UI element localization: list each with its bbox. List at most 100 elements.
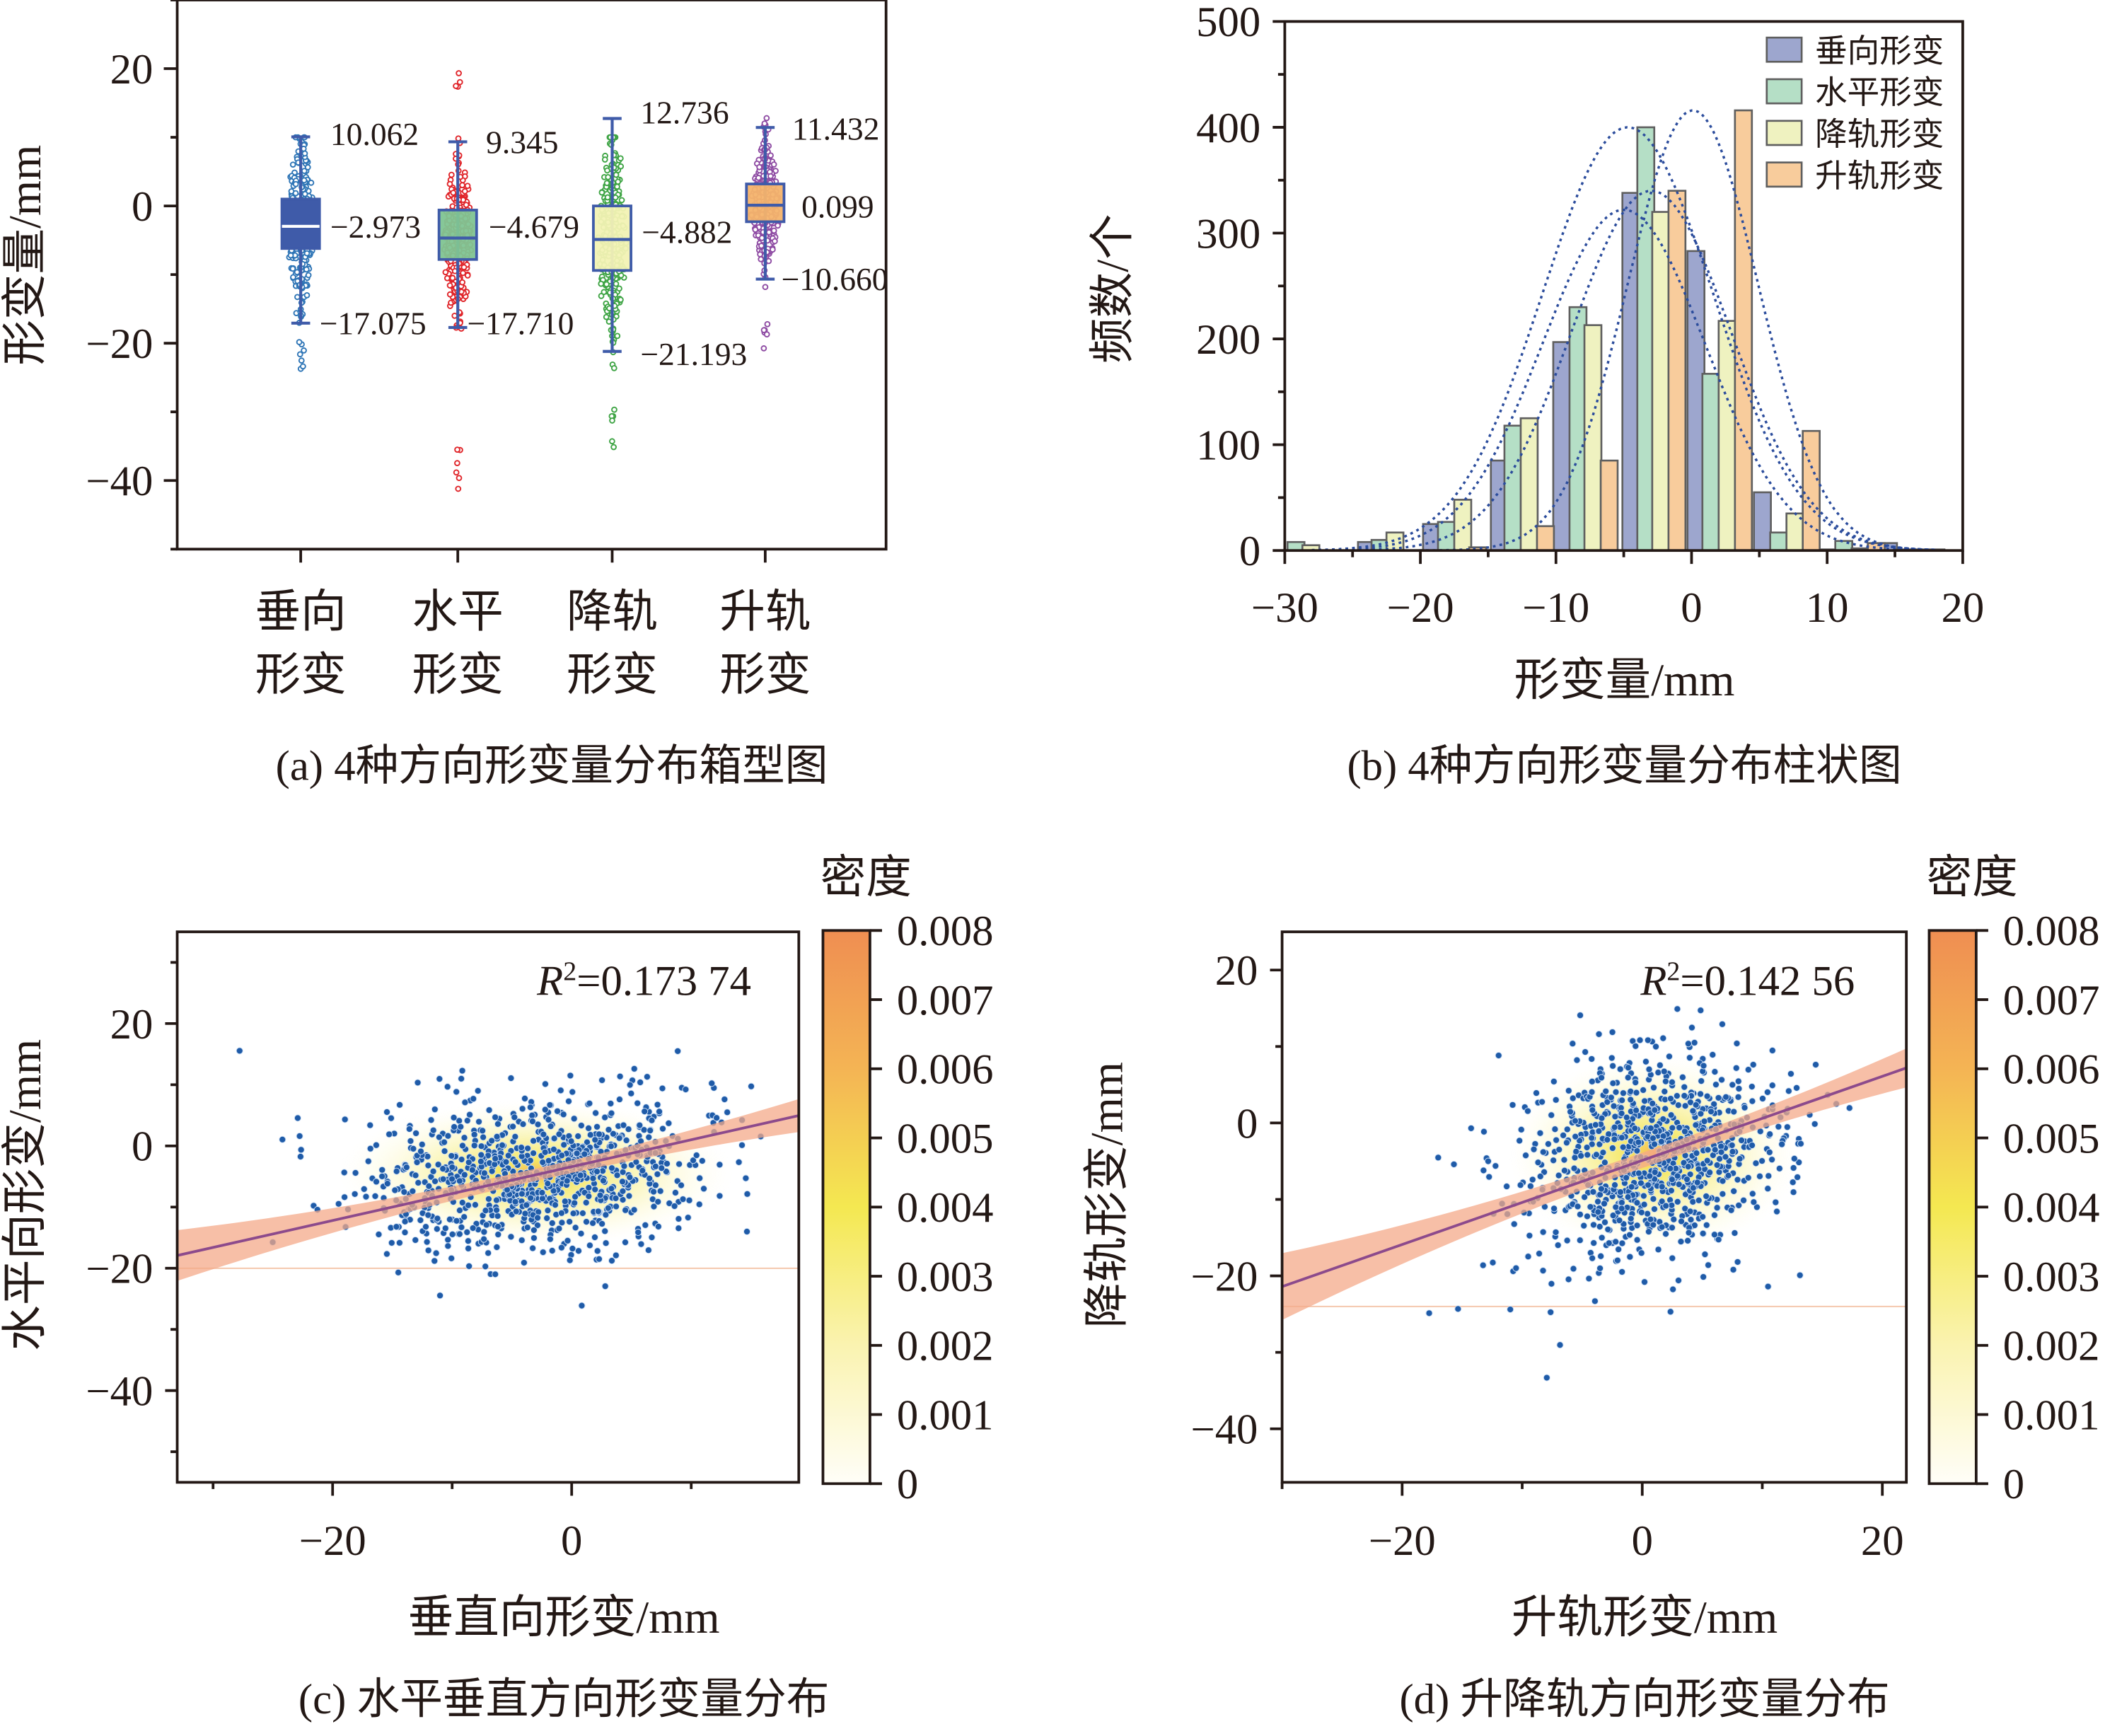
scatter-point [1544,1140,1552,1148]
scatter-point [1588,1088,1596,1096]
scatter-point [439,1175,447,1183]
scatter-point [1509,1101,1517,1109]
scatter-point [738,1141,746,1149]
data-point [756,163,762,170]
scatter-point [1686,1054,1693,1062]
scatter-point [530,1137,538,1145]
scatter-point [698,1157,706,1165]
scatter-point [1715,1236,1722,1244]
scatter-point [539,1249,547,1256]
scatter-point [1744,1066,1752,1074]
scatter-point [1615,1246,1623,1254]
data-point [442,269,449,276]
scatter-point [622,1136,630,1145]
scatter-point [488,1137,496,1145]
scatter-point [1480,1128,1488,1135]
scatter-point [528,1111,536,1119]
y-tick-label: 0 [132,1123,153,1171]
scatter-point [1548,1280,1555,1287]
box [745,183,786,224]
data-point [616,285,622,292]
scatter-point [1758,1157,1766,1165]
scatter-point [650,1188,658,1196]
scatter-point [1811,1120,1819,1128]
scatter-panel-c: 200−20−40−20 0 R2=0.173 74 水平向形变/mm 垂直向形变… [0,852,993,1723]
scatter-point [1716,1155,1724,1163]
scatter-point [1543,1374,1550,1382]
scatter-point [622,1206,630,1214]
scatter-point [453,1088,460,1096]
scatter-point [742,1174,750,1182]
scatter-point [543,1214,551,1222]
scatter-point [1619,1089,1627,1097]
scatter-point [637,1240,645,1248]
scatter-point [1719,1177,1727,1185]
scatter-point [559,1111,567,1118]
scatter-point [595,1255,603,1263]
scatter-point [1547,1308,1555,1316]
data-point [301,347,307,354]
scatter-point [1681,1092,1688,1100]
scatter-point [1677,1238,1685,1246]
scatter-point [567,1072,574,1080]
scatter-point [383,1108,391,1116]
scatter-point [413,1158,421,1167]
scatter-point [1550,1157,1558,1164]
scatter-point [414,1079,422,1087]
scatter-point [1718,1076,1726,1084]
scatter-point [554,1107,562,1115]
colorbar-tick-label: 0.003 [2003,1254,2100,1301]
scatter-point [546,1101,554,1109]
scatter-point [456,1206,463,1214]
scatter-point [1728,1141,1736,1149]
x-category-label: 形变 [719,649,811,700]
scatter-point [1662,1230,1670,1238]
scatter-point [1619,1143,1627,1151]
scatter-point [541,1080,549,1088]
scatter-point [735,1158,743,1166]
scatter-point [1699,1213,1707,1221]
scatter-point [1688,1024,1695,1031]
scatter-point [395,1268,402,1276]
scatter-point [665,1119,673,1127]
scatter-point [1645,1228,1652,1236]
scatter-point [1632,1079,1640,1087]
colorbar-tick-label: 0 [897,1461,918,1508]
data-point [752,226,759,233]
scatter-point [577,1229,585,1237]
scatter-point [441,1138,448,1146]
scatter-point [1733,1039,1741,1048]
scatter-point [1766,1130,1774,1138]
scatter-point [360,1185,368,1193]
scatter-point [236,1047,243,1055]
scatter-point [1775,1123,1782,1130]
scatter-point [1695,1196,1703,1204]
scatter-point [492,1206,501,1214]
scatter-point [1764,1283,1772,1290]
lower-whisker-label: −17.075 [320,306,427,342]
scatter-point [519,1121,527,1128]
scatter-point [1640,1192,1647,1200]
upper-whisker-label: 12.736 [640,95,729,131]
scatter-point [1790,1164,1797,1172]
scatter-point [1637,1208,1645,1216]
scatter-point [1794,1174,1802,1181]
scatter-point [619,1187,627,1195]
scatter-point [1787,1070,1794,1077]
data-point [760,327,767,334]
scatter-point [1560,1131,1567,1139]
scatter-point [548,1219,556,1227]
scatter-point [1563,1125,1571,1133]
data-point [767,173,774,180]
scatter-point [1526,1232,1533,1239]
scatter-point [425,1182,433,1190]
scatter-point [409,1187,417,1195]
scatter-point [1681,1128,1689,1135]
y-tick-label: 200 [1196,316,1260,364]
scatter-point [401,1229,409,1237]
scatter-point [1524,1253,1532,1261]
scatter-point [527,1194,535,1202]
scatter-point [573,1150,581,1157]
scatter-point [1740,1196,1748,1204]
scatter-point [372,1141,380,1149]
